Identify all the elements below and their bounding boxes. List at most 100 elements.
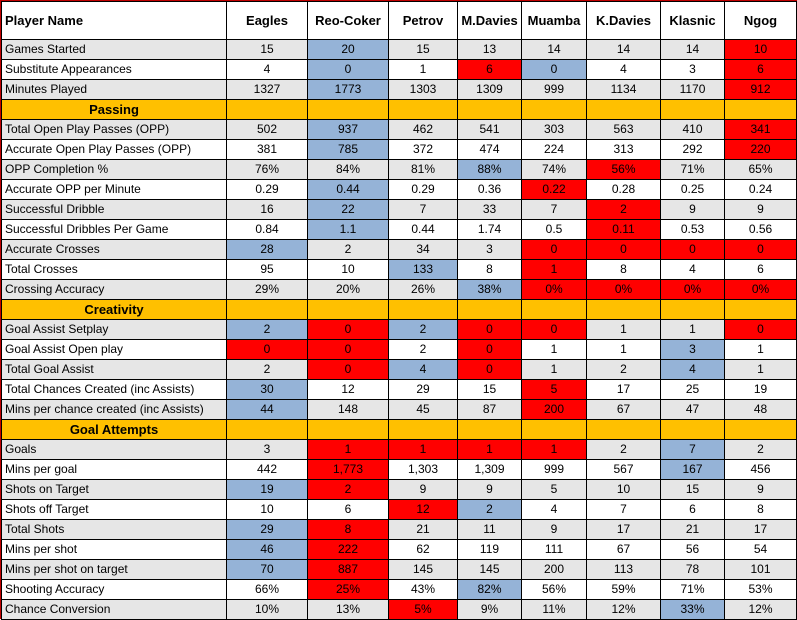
- stat-value: 19: [226, 479, 308, 500]
- stat-value: 7: [521, 199, 587, 220]
- stat-value: 0.53: [660, 219, 725, 240]
- section-cell: [307, 419, 389, 440]
- stat-value: 71%: [660, 579, 725, 600]
- stat-value: 0: [307, 359, 389, 380]
- stat-value: 0.36: [457, 179, 522, 200]
- stat-value: 15: [388, 39, 458, 60]
- header-label: Player Name: [1, 1, 227, 40]
- stat-label: Goal Assist Setplay: [1, 319, 227, 340]
- stat-value: 10: [226, 499, 308, 520]
- stat-value: 33: [457, 199, 522, 220]
- stat-label: Goal Assist Open play: [1, 339, 227, 360]
- stat-label: Mins per shot: [1, 539, 227, 560]
- stat-value: 12%: [586, 599, 661, 620]
- stat-value: 67: [586, 539, 661, 560]
- stat-value: 145: [388, 559, 458, 580]
- stat-value: 0: [724, 239, 797, 260]
- stat-row: Crossing Accuracy 29% 20% 26% 38% 0% 0% 0% 0%: [1, 279, 797, 300]
- stat-value: 0%: [521, 279, 587, 300]
- stat-value: 5: [521, 379, 587, 400]
- stat-value: 2: [226, 319, 308, 340]
- stat-value: 9: [660, 199, 725, 220]
- stat-value: 999: [521, 459, 587, 480]
- stat-label: Accurate Open Play Passes (OPP): [1, 139, 227, 160]
- stat-row: Accurate Crosses 28 2 34 3 0 0 0 0: [1, 239, 797, 260]
- stat-value: 71%: [660, 159, 725, 180]
- stat-value: 12: [307, 379, 389, 400]
- stat-value: 26%: [388, 279, 458, 300]
- stat-value: 81%: [388, 159, 458, 180]
- stat-value: 82%: [457, 579, 522, 600]
- stat-label: Accurate Crosses: [1, 239, 227, 260]
- stat-label: Mins per chance created (inc Assists): [1, 399, 227, 420]
- stat-value: 15: [660, 479, 725, 500]
- stat-value: 1.1: [307, 219, 389, 240]
- stat-value: 0.84: [226, 219, 308, 240]
- stat-label: Mins per goal: [1, 459, 227, 480]
- stat-value: 145: [457, 559, 522, 580]
- section-cell: [226, 299, 308, 320]
- stat-row: Goal Assist Setplay 2 0 2 0 0 1 1 0: [1, 319, 797, 340]
- stat-value: 0.5: [521, 219, 587, 240]
- stat-value: 9: [457, 479, 522, 500]
- player-header: K.Davies: [586, 1, 661, 40]
- stat-value: 74%: [521, 159, 587, 180]
- stat-value: 1.74: [457, 219, 522, 240]
- stat-row: OPP Completion % 76% 84% 81% 88% 74% 56% 71% 65%: [1, 159, 797, 180]
- stat-value: 16: [226, 199, 308, 220]
- stat-value: 30: [226, 379, 308, 400]
- stat-value: 11%: [521, 599, 587, 620]
- stat-value: 95: [226, 259, 308, 280]
- stat-row: Accurate Open Play Passes (OPP) 381 785 372…: [1, 139, 797, 160]
- stat-value: 1303: [388, 79, 458, 100]
- stat-value: 70: [226, 559, 308, 580]
- stat-value: 11: [457, 519, 522, 540]
- stat-value: 148: [307, 399, 389, 420]
- stat-value: 119: [457, 539, 522, 560]
- stat-label: Total Chances Created (inc Assists): [1, 379, 227, 400]
- stat-value: 2: [586, 439, 661, 460]
- stat-value: 29%: [226, 279, 308, 300]
- stat-value: 372: [388, 139, 458, 160]
- stat-row: Substitute Appearances 4 0 1 6 0 4 3 6: [1, 59, 797, 80]
- section-title: Creativity: [1, 299, 227, 320]
- stat-value: 0.56: [724, 219, 797, 240]
- stat-label: Total Open Play Passes (OPP): [1, 119, 227, 140]
- stat-value: 6: [660, 499, 725, 520]
- stat-value: 6: [724, 259, 797, 280]
- stat-value: 1: [724, 359, 797, 380]
- stat-value: 1: [521, 359, 587, 380]
- stat-value: 28: [226, 239, 308, 260]
- section-title: Passing: [1, 99, 227, 120]
- stat-value: 222: [307, 539, 389, 560]
- stat-value: 113: [586, 559, 661, 580]
- stat-value: 21: [388, 519, 458, 540]
- stat-value: 410: [660, 119, 725, 140]
- stat-value: 34: [388, 239, 458, 260]
- stat-value: 4: [660, 259, 725, 280]
- stat-value: 2: [586, 359, 661, 380]
- stat-value: 1773: [307, 79, 389, 100]
- stat-value: 1327: [226, 79, 308, 100]
- stat-value: 10: [724, 39, 797, 60]
- stat-value: 1: [586, 339, 661, 360]
- section-cell: [226, 99, 308, 120]
- stat-value: 0: [724, 319, 797, 340]
- section-cell: [388, 419, 458, 440]
- stat-value: 0.44: [388, 219, 458, 240]
- stat-value: 0.29: [226, 179, 308, 200]
- stat-value: 563: [586, 119, 661, 140]
- stat-value: 2: [724, 439, 797, 460]
- stat-value: 474: [457, 139, 522, 160]
- stat-value: 0: [307, 339, 389, 360]
- section-cell: [226, 419, 308, 440]
- stat-value: 0: [521, 239, 587, 260]
- stat-value: 4: [388, 359, 458, 380]
- stat-value: 2: [307, 479, 389, 500]
- stat-value: 12%: [724, 599, 797, 620]
- stat-value: 1: [521, 439, 587, 460]
- stat-value: 15: [457, 379, 522, 400]
- stat-value: 20: [307, 39, 389, 60]
- stat-value: 0.24: [724, 179, 797, 200]
